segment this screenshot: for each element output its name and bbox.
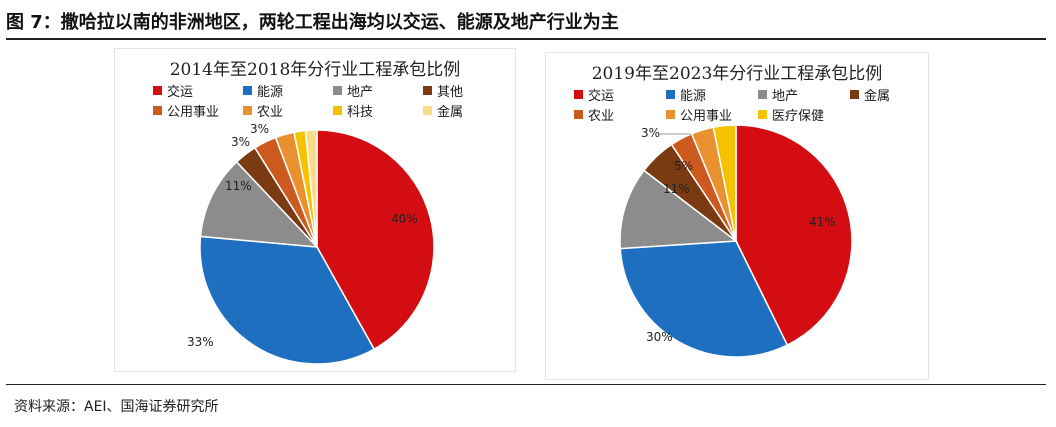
legend-label: 交运	[588, 89, 615, 104]
legend-label: 农业	[257, 105, 284, 120]
legend-item: 农业	[574, 105, 614, 124]
legend-item: 科技	[333, 101, 373, 120]
legend-swatch	[243, 106, 252, 115]
chart-title: 2014年至2018年分行业工程承包比例	[169, 60, 461, 80]
legend-swatch	[423, 106, 432, 115]
pie-slice	[304, 129, 318, 248]
legend-swatch	[758, 90, 767, 99]
legend-item: 农业	[243, 101, 283, 120]
legend-swatch	[666, 90, 675, 99]
data-label: 3%	[231, 135, 250, 149]
legend-swatch	[333, 86, 342, 95]
pie-slice	[619, 169, 739, 250]
legend-swatch	[574, 90, 583, 99]
legend-item: 金属	[850, 85, 890, 104]
pie-slice	[199, 160, 319, 248]
bottom-rule	[6, 384, 1046, 385]
data-label: 3%	[250, 122, 269, 136]
legend-label: 公用事业	[680, 109, 733, 124]
legend-swatch	[333, 106, 342, 115]
data-label: 41%	[809, 215, 836, 229]
legend-item: 医疗保健	[758, 105, 824, 124]
legend-label: 地产	[347, 85, 374, 100]
legend-item: 金属	[423, 101, 463, 120]
pie-slice	[199, 235, 376, 365]
legend-label: 金属	[437, 105, 464, 120]
figure-title: 图 7：撒哈拉以南的非洲地区，两轮工程出海均以交运、能源及地产行业为主	[6, 12, 619, 33]
legend-item: 能源	[243, 81, 283, 100]
chart-title: 2019年至2023年分行业工程承包比例	[591, 64, 883, 84]
legend-item: 交运	[574, 85, 614, 104]
legend-swatch	[153, 106, 162, 115]
pie-slice	[735, 124, 853, 347]
legend-swatch	[243, 86, 252, 95]
data-label: 11%	[663, 182, 690, 196]
data-label: 5%	[674, 159, 693, 173]
legend-swatch	[574, 110, 583, 119]
chart-panel-2019-2023: 2019年至2023年分行业工程承包比例 交运 能源 地产 金属 农业 公用事业 医疗保健 …	[545, 52, 929, 380]
legend-swatch	[666, 110, 675, 119]
data-label: 11%	[225, 179, 252, 193]
pie-slice	[619, 240, 789, 358]
legend-item: 能源	[666, 85, 706, 104]
legend-swatch	[758, 110, 767, 119]
legend-label: 科技	[347, 105, 374, 120]
legend-label: 地产	[772, 89, 799, 104]
legend-item: 地产	[333, 81, 373, 100]
data-label: 30%	[646, 330, 673, 344]
data-label: 40%	[391, 212, 418, 226]
legend-item: 地产	[758, 85, 798, 104]
pie-chart-2014-2018: 40% 33% 11% 3%3%	[187, 122, 435, 365]
data-label: 33%	[187, 335, 214, 349]
data-label: 3%	[641, 126, 660, 140]
legend-item: 其他	[423, 81, 463, 100]
legend-label: 农业	[588, 109, 615, 124]
legend-swatch	[850, 90, 859, 99]
top-rule	[6, 38, 1046, 40]
legend-label: 交运	[167, 85, 194, 100]
legend-item: 交运	[153, 81, 193, 100]
legend-swatch	[153, 86, 162, 95]
chart-panel-2014-2018: 2014年至2018年分行业工程承包比例 交运 能源 地产 其他 公用事业 农业 科技 金属 …	[114, 48, 516, 372]
source-note: 资料来源：AEI、国海证券研究所	[14, 399, 219, 415]
pie-slice	[316, 129, 435, 351]
legend-label: 金属	[864, 89, 891, 104]
legend-item: 公用事业	[153, 101, 219, 120]
legend-item: 公用事业	[666, 105, 732, 124]
legend-label: 能源	[680, 89, 707, 104]
legend-label: 公用事业	[167, 105, 220, 120]
pie-slice	[712, 124, 737, 242]
legend-label: 能源	[257, 85, 284, 100]
pie-chart-2019-2023: 41% 30% 11% 5% 3%	[619, 124, 853, 358]
legend-swatch	[423, 86, 432, 95]
legend-label: 医疗保健	[772, 109, 825, 124]
legend-label: 其他	[437, 85, 464, 100]
